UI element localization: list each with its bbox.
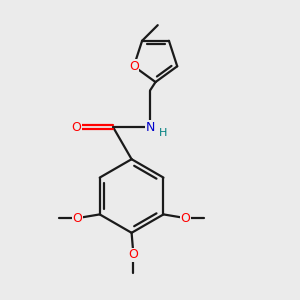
Text: O: O bbox=[128, 248, 138, 261]
Text: O: O bbox=[73, 212, 82, 225]
Text: O: O bbox=[71, 121, 81, 134]
Text: N: N bbox=[145, 121, 155, 134]
Text: O: O bbox=[181, 212, 190, 225]
Text: H: H bbox=[159, 128, 167, 138]
Text: O: O bbox=[129, 60, 139, 73]
